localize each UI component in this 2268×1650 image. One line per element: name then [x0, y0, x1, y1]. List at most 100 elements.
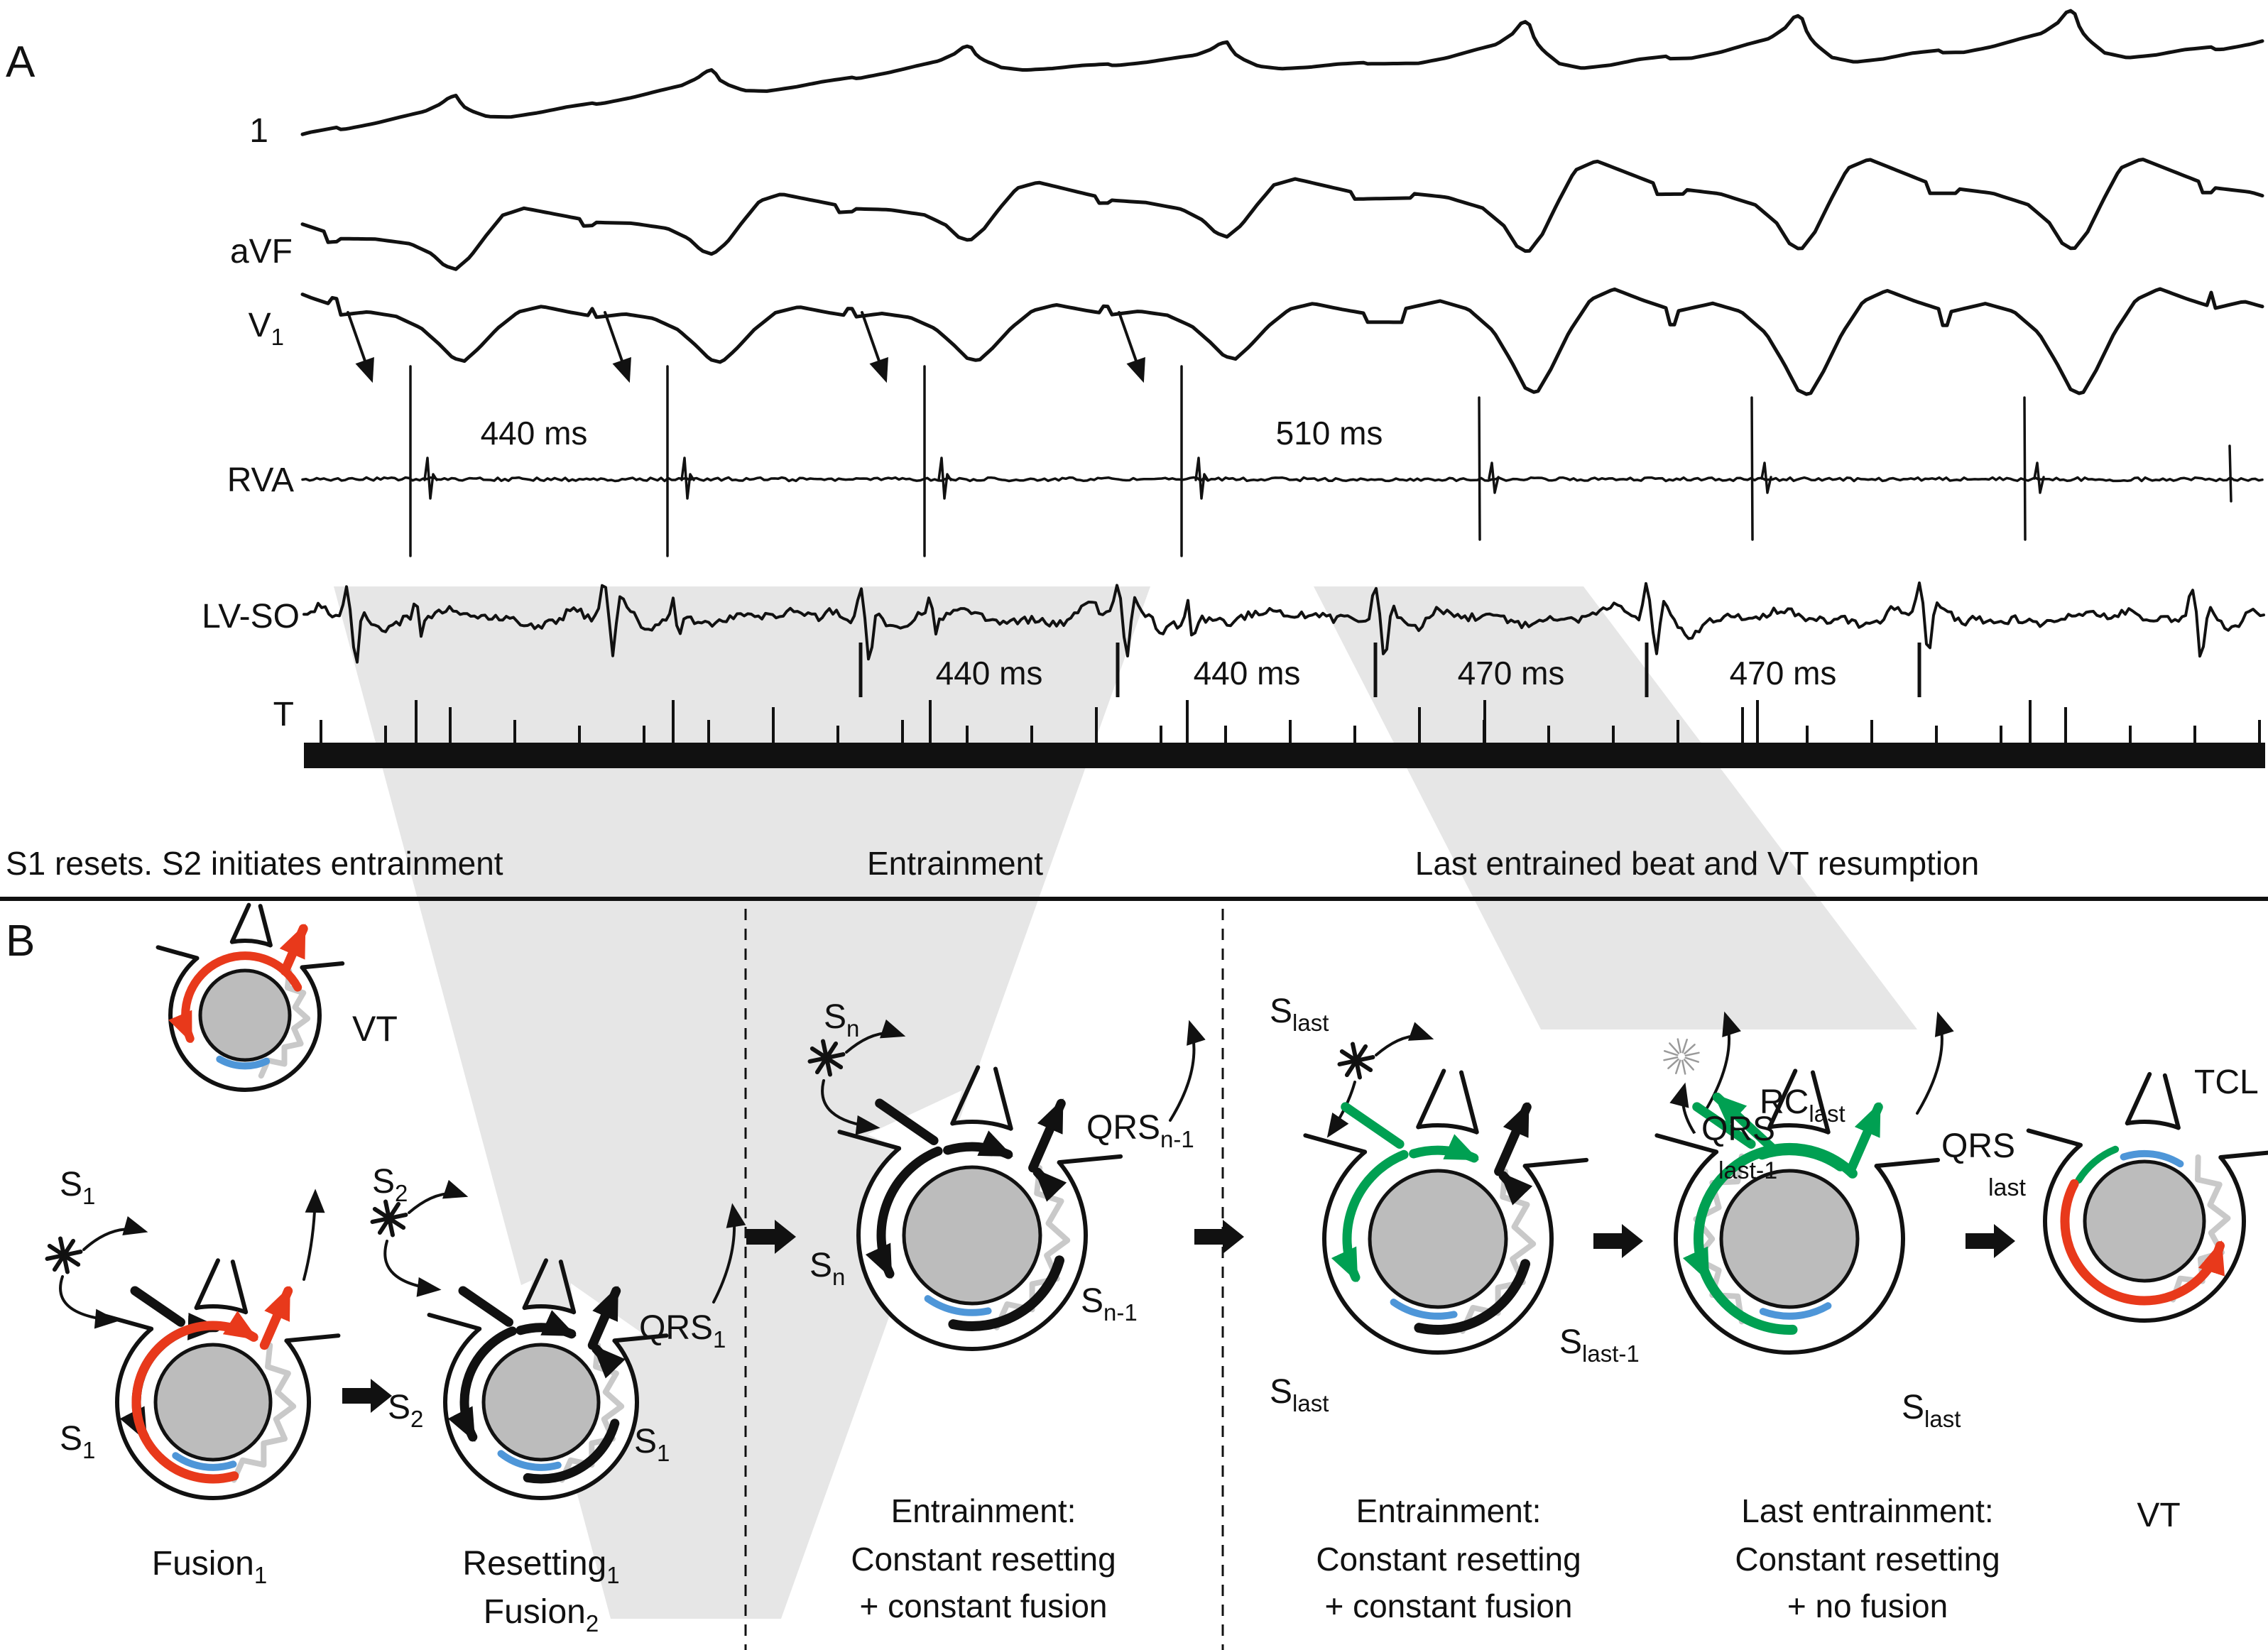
circuit-fusion1-channel-line: [194, 1258, 220, 1311]
rc-star-ray: [1683, 1059, 1694, 1071]
label-lead1: 1: [249, 112, 268, 150]
circuit-slast-enter-channel-line: [1416, 1069, 1446, 1130]
resetting1-label: Resetting1: [462, 1545, 619, 1588]
slast-stim-star: [1337, 1042, 1375, 1080]
circuit-resetting1-entry-branch-down: [447, 1326, 517, 1442]
panel-a-traces: [300, 9, 2265, 768]
circuit-resetting1-wavefront-arc: [523, 1419, 620, 1484]
s2-left-label-sub: 2: [410, 1406, 423, 1432]
panel-a-label: A: [6, 38, 36, 87]
block-arrow-1: [342, 1379, 392, 1413]
circuit-vt-resume-channel-gap: [2053, 1094, 2136, 1150]
trace-lead1: [300, 9, 2264, 136]
circuit-last-entrainment-exit-arrow: [1846, 1102, 1883, 1176]
circuit-last-entrainment-exit-left-arrow: [1712, 1092, 1779, 1154]
circuit-slast-enter-colliding-head: [1498, 1171, 1533, 1206]
rva-edge-spike: [2228, 444, 2232, 503]
s1-star-down: [59, 1275, 119, 1329]
circuit-vt-resume: [2026, 1071, 2268, 1323]
circuit-vt-top-blue-arc: [216, 1055, 271, 1070]
s1-stim-star-ray: [62, 1255, 70, 1274]
circuit-entrainment-colliding-head: [1032, 1167, 1067, 1202]
panel-a-annotations: [59, 311, 1954, 1329]
rc-star: [1663, 1038, 1700, 1075]
sn-stim-label-sub: n: [846, 1015, 859, 1042]
circuit-vt-resume-wavefront-arc: [2075, 1145, 2120, 1184]
qrsn1-label: QRSn-1: [1086, 1109, 1194, 1152]
s1-left-label: S1: [60, 1420, 95, 1463]
circuit-fusion1-channel-line: [99, 1312, 154, 1331]
circuit-slast-enter-core: [1368, 1169, 1508, 1309]
rva-vt-egm: [1760, 461, 1772, 494]
fusion2-label: Fusion2: [484, 1593, 599, 1637]
qrslast1-arrow: [1704, 1011, 1741, 1112]
circuit-vt-resume-core: [2083, 1159, 2206, 1283]
rva-local-egm: [423, 457, 438, 500]
circuit-vt-top-channel-line: [258, 904, 273, 948]
circuit-slast-enter-entry-branch-top: [1409, 1134, 1479, 1163]
rva-local-egm: [680, 457, 695, 500]
circuit-entrainment: [837, 1065, 1123, 1351]
s1-stim-star-ray: [63, 1250, 83, 1257]
rc-star-ray: [1663, 1050, 1679, 1056]
s1-stim-label-sub: 1: [82, 1183, 95, 1209]
circuit-slast-enter-entry-stem: [1341, 1102, 1405, 1149]
circuit-entrainment-exit-arrow: [1028, 1098, 1066, 1173]
qrslast-arrow: [1916, 1011, 1954, 1115]
trace-avf: [300, 158, 2264, 271]
circuit-entrainment-entry-branch-top: [943, 1130, 1013, 1159]
rva-interval-1: 440 ms: [481, 415, 588, 452]
block-arrow-2: [746, 1220, 796, 1254]
s2-star-side: [408, 1179, 469, 1214]
slast-stim-star-ray: [1356, 1059, 1373, 1073]
circuit-slast-enter-channel-line: [1459, 1070, 1479, 1135]
s2-stim-star-ray: [377, 1218, 391, 1235]
rc-star-ray: [1669, 1042, 1680, 1054]
sn-star-down: [821, 1079, 881, 1135]
circuit-vt-resume-channel-gap: [2175, 1098, 2250, 1161]
circuit-resetting1-channel-line: [522, 1258, 548, 1311]
circuit-vt-top: [156, 902, 345, 1092]
sn-stim-star-ray: [826, 1052, 846, 1060]
section-headers: S1 resets. S2 initiates entrainment Entra…: [0, 845, 2268, 1650]
slast-bl-label-sub: last: [1292, 1390, 1329, 1416]
circuit-vt-resume-wavefront-arc: [2060, 1179, 2225, 1306]
slast-bl-label: Slast: [1270, 1373, 1329, 1416]
sn1-label: Sn-1: [1081, 1282, 1138, 1326]
rva-interval-2: 510 ms: [1276, 415, 1383, 452]
circuit-slast-enter-entry-branch-down: [1331, 1149, 1409, 1283]
circuit-resetting1-exit-arrow: [587, 1286, 621, 1350]
qrs1-label-sub: 1: [713, 1326, 726, 1353]
circuit-entrainment-channel-line: [837, 1130, 902, 1151]
circuit-last-entrainment-channel-line: [1767, 1069, 1798, 1130]
slast-stim-star-ray: [1344, 1060, 1358, 1078]
qrs1-label: QRS1: [639, 1309, 726, 1353]
circuit-resetting1-colliding-head: [591, 1344, 626, 1379]
sn-stim-star-ray: [814, 1057, 828, 1075]
s2-stim-star: [370, 1199, 408, 1238]
circuit-last-entrainment-blue-arc: [1759, 1302, 1832, 1320]
s1-stim-star-ray: [52, 1255, 65, 1272]
circuit-slast-enter: [1303, 1069, 1589, 1355]
sn-stim-star-ray: [809, 1046, 827, 1059]
trace-lvso: [302, 581, 2265, 664]
rva-vt-egm: [2033, 461, 2045, 494]
lvso-interval-3: 470 ms: [1458, 655, 1565, 692]
circuit-slast-enter-channel-line: [1522, 1157, 1589, 1169]
circuit-resetting1-channel-line: [427, 1312, 482, 1331]
circuit-fusion1-core: [153, 1343, 273, 1462]
sn-star-side: [845, 1019, 906, 1054]
resetting1-label-sub: 1: [606, 1562, 619, 1588]
slast-stim-star-ray: [1339, 1049, 1357, 1062]
circuit-last-entrainment-core: [1719, 1169, 1860, 1309]
s2-stim-star-ray: [372, 1206, 390, 1220]
circuit-vt-top-channel-line: [229, 902, 251, 944]
header-last: Last entrained beat and VT resumption: [1415, 845, 1979, 882]
s2-stim-star-ray: [388, 1213, 408, 1220]
circuit-resetting1-core: [481, 1343, 601, 1462]
s1-stim-star-ray: [63, 1254, 81, 1267]
slast-stim-star-ray: [1337, 1059, 1357, 1066]
circuit-last-entrainment: [1654, 1069, 1941, 1355]
text-labels: A 1 aVF V1 RVA LV-SO T 440 ms 510 ms 440 ms 440 ms…: [6, 38, 2259, 1637]
